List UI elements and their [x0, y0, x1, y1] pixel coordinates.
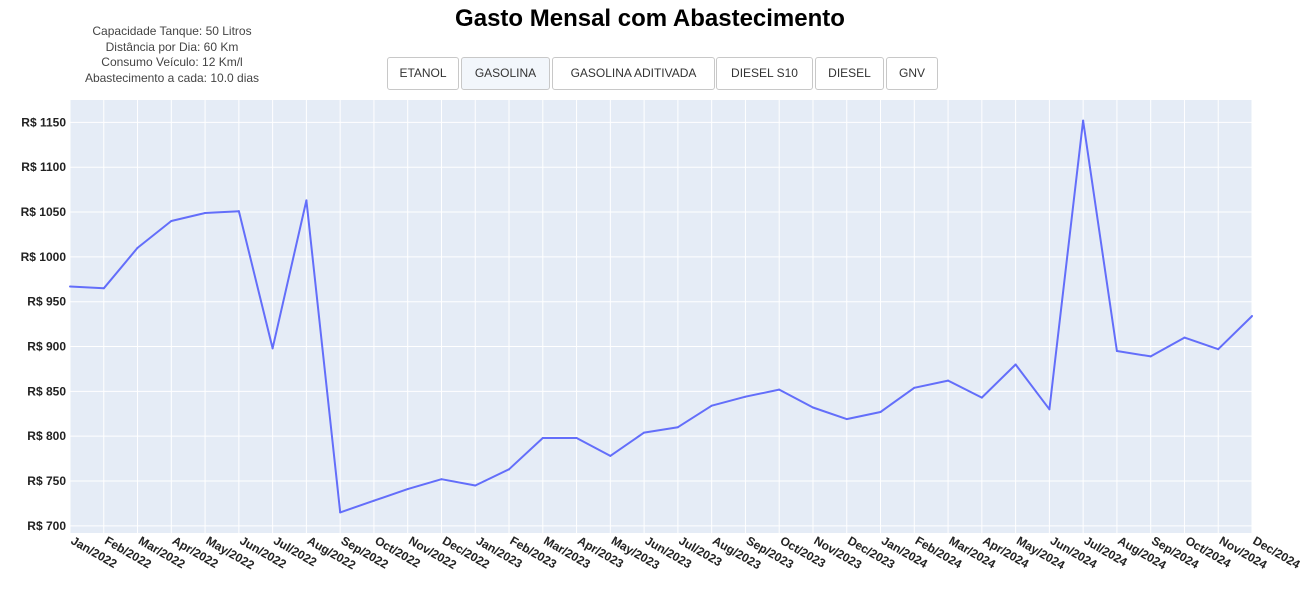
tab-diesel[interactable]: DIESEL — [815, 57, 884, 90]
data-point — [339, 511, 342, 514]
tab-gasolina-aditivada[interactable]: GASOLINA ADITIVADA — [552, 57, 715, 90]
data-point — [1183, 336, 1186, 339]
data-point — [1048, 408, 1051, 411]
data-point — [980, 396, 983, 399]
data-point — [204, 211, 207, 214]
data-point — [136, 246, 139, 249]
data-point — [1014, 363, 1017, 366]
data-point — [1149, 355, 1152, 358]
settings-info: Capacidade Tanque: 50 Litros Distância p… — [56, 24, 288, 86]
plot-area — [70, 100, 1252, 533]
data-point — [541, 436, 544, 439]
data-point — [305, 199, 308, 202]
data-point — [575, 436, 578, 439]
x-axis-ticks: Jan/2022Feb/2022Mar/2022Apr/2022May/2022… — [69, 533, 1300, 572]
info-daily-distance: Distância por Dia: 60 Km — [105, 39, 239, 54]
info-tank-capacity: Capacidade Tanque: 50 Litros — [92, 24, 252, 38]
y-tick-label: R$ 1150 — [21, 115, 66, 129]
x-gridlines — [69, 100, 1253, 533]
data-point — [947, 379, 950, 382]
data-points — [69, 119, 1253, 514]
info-vehicle-consumption: Consumo Veículo: 12 Km/l — [101, 55, 243, 69]
series-line — [69, 119, 1253, 514]
data-point — [879, 410, 882, 413]
data-point — [237, 210, 240, 213]
data-point — [372, 499, 375, 502]
info-refuel-interval: Abastecimento a cada: 10.0 dias — [84, 70, 260, 85]
data-point — [69, 285, 71, 288]
tab-diesel-s10[interactable]: DIESEL S10 — [716, 57, 813, 90]
data-point — [474, 484, 477, 487]
data-point — [1251, 315, 1253, 318]
data-point — [913, 386, 916, 389]
y-tick-label: R$ 1050 — [21, 205, 67, 219]
y-axis-ticks: R$ 700 R$ 750 R$ 800 R$ 850 R$ 900 R$ 950 R$ 1… — [21, 115, 67, 532]
y-tick-label: R$ 800 — [27, 429, 66, 443]
data-point — [102, 287, 105, 290]
data-point — [609, 454, 612, 457]
data-point — [170, 220, 173, 223]
data-point — [1217, 348, 1220, 351]
data-point — [271, 347, 274, 350]
chart-title: Gasto Mensal com Abastecimento — [455, 5, 845, 32]
y-gridlines — [70, 121, 1252, 527]
data-point — [643, 431, 646, 434]
y-tick-label: R$ 900 — [27, 340, 66, 354]
tab-etanol[interactable]: ETANOL — [387, 57, 459, 90]
y-tick-label: R$ 700 — [27, 519, 66, 533]
data-point — [508, 468, 511, 471]
data-point — [778, 388, 781, 391]
data-point — [811, 406, 814, 409]
data-point — [676, 426, 679, 429]
data-point — [710, 404, 713, 407]
data-point — [744, 395, 747, 398]
y-tick-label: R$ 1000 — [21, 250, 67, 264]
data-point — [440, 478, 443, 481]
data-point — [1082, 119, 1085, 122]
data-point — [845, 418, 848, 421]
tab-gasolina[interactable]: GASOLINA — [461, 57, 550, 90]
data-point — [1115, 350, 1118, 353]
y-tick-label: R$ 750 — [27, 474, 66, 488]
y-tick-label: R$ 950 — [27, 295, 66, 309]
y-tick-label: R$ 1100 — [21, 160, 66, 174]
data-point — [406, 488, 409, 491]
tab-gnv[interactable]: GNV — [886, 57, 938, 90]
y-tick-label: R$ 850 — [27, 384, 66, 398]
